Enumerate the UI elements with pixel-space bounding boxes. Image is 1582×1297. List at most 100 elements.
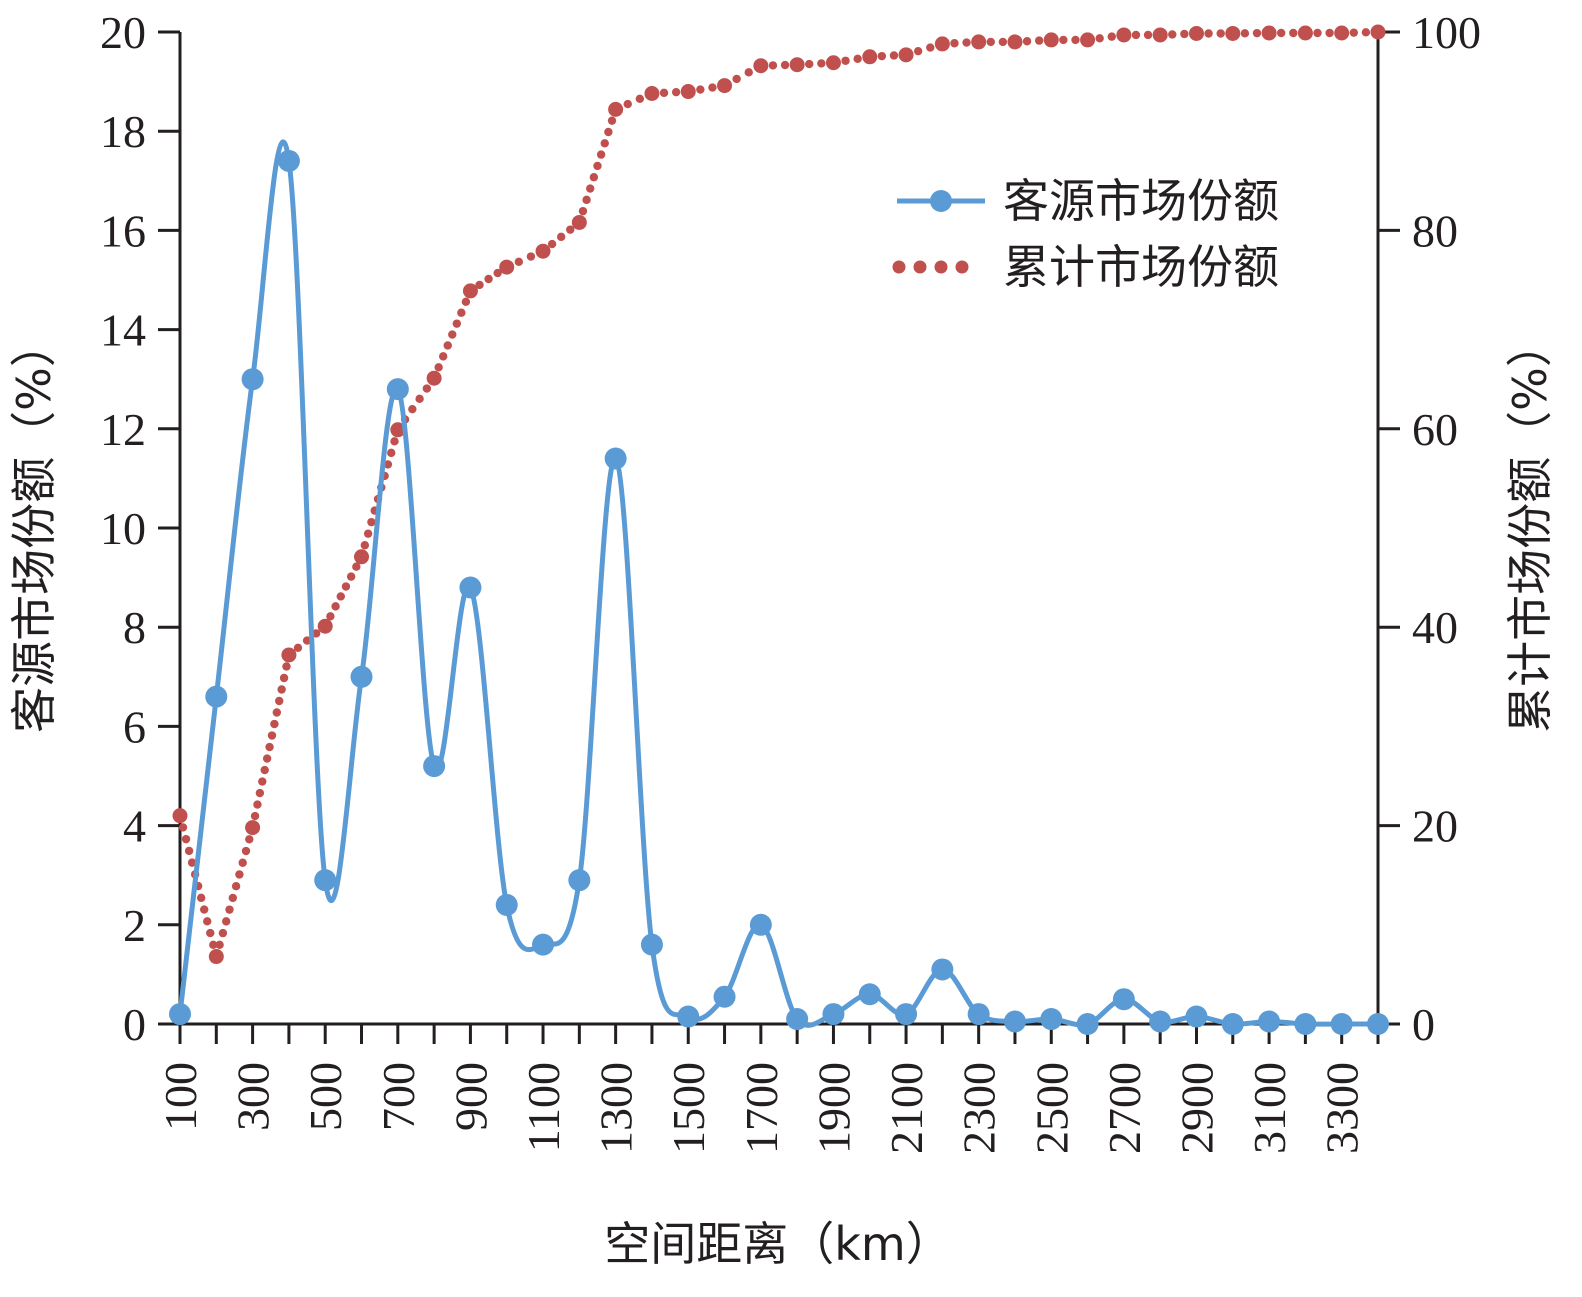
cumulative-share-dot (360, 541, 370, 550)
left-y-tick-label: 10 (100, 503, 146, 554)
legend-label-cumulative-share: 累计市场份额 (1003, 240, 1279, 294)
cumulative-share-dot (272, 708, 282, 717)
cumulative-share-dot (586, 184, 595, 193)
cumulative-share-dot (635, 94, 645, 103)
cumulative-share-dot (267, 731, 277, 740)
cumulative-share-dot (1204, 29, 1213, 38)
market-share-point (169, 1003, 191, 1026)
cumulative-share-dot (262, 754, 272, 763)
cumulative-share-dot (1022, 37, 1032, 46)
cumulative-share-dot (593, 161, 602, 171)
right-y-tick-label: 60 (1412, 404, 1458, 455)
cumulative-share-dot (589, 173, 599, 182)
left-y-tick-label: 0 (123, 999, 146, 1050)
market-share-point (786, 1008, 809, 1031)
cumulative-share-dot (1240, 29, 1250, 38)
cumulative-share-dot (566, 225, 575, 234)
cumulative-share-dot (218, 928, 228, 938)
cumulative-share-point (1225, 25, 1241, 41)
cumulative-share-dot (1143, 30, 1153, 40)
cumulative-share-point (1370, 24, 1386, 40)
x-tick-label: 2300 (954, 1062, 1005, 1154)
cumulative-share-dot (275, 696, 284, 706)
cumulative-share-dot (187, 858, 197, 867)
market-share-point (1367, 1013, 1389, 1035)
cumulative-share-point (1188, 25, 1204, 41)
cumulative-share-dot (913, 46, 923, 56)
cumulative-share-dot (484, 274, 493, 284)
cumulative-share-dot (231, 882, 241, 891)
cumulative-share-dot (277, 685, 286, 694)
cumulative-share-dot (265, 742, 274, 752)
cumulative-share-dot (346, 572, 356, 581)
cumulative-share-dot (1289, 28, 1298, 38)
legend-dot (913, 260, 927, 274)
x-tick-label: 100 (155, 1062, 206, 1131)
cumulative-share-point (971, 34, 987, 50)
cumulative-share-dot (258, 777, 267, 786)
left-y-tick-label: 12 (100, 404, 146, 455)
cumulative-share-dot (434, 363, 443, 372)
cumulative-share-dot (203, 917, 212, 926)
cumulative-share-dot (1216, 29, 1225, 38)
cumulative-share-dot (623, 99, 632, 109)
cumulative-share-dot (998, 37, 1008, 47)
market-share-point (677, 1005, 700, 1028)
cumulative-share-dot (475, 280, 484, 290)
cumulative-share-dot (363, 529, 373, 538)
left-y-axis-title: 客源市场份额（%） (7, 321, 61, 733)
x-tick-label: 1900 (808, 1062, 859, 1154)
cumulative-share-point (245, 820, 261, 836)
cumulative-share-dot (461, 297, 471, 307)
cumulative-share-dot (336, 592, 345, 601)
market-share-point (1040, 1008, 1063, 1031)
cumulative-share-point (1080, 32, 1096, 48)
cumulative-share-point (354, 549, 370, 565)
cumulative-share-point (571, 214, 587, 230)
cumulative-share-dot (222, 917, 231, 926)
cumulative-share-point (934, 36, 950, 52)
legend-dot (955, 260, 969, 274)
market-share-point (749, 913, 772, 936)
cumulative-share-point (390, 422, 406, 438)
cumulative-share-dot (270, 719, 279, 729)
cumulative-share-dot (926, 43, 935, 52)
cumulative-share-dot (805, 59, 814, 69)
cumulative-share-point (789, 57, 805, 73)
cumulative-share-dot (302, 636, 312, 645)
market-share-point (241, 368, 264, 391)
cumulative-share-point (1261, 25, 1277, 41)
cumulative-share-point (499, 259, 515, 275)
cumulative-share-point (426, 370, 442, 386)
legend-marker-market-share (930, 190, 952, 212)
market-share-point (1112, 988, 1135, 1011)
cumulative-share-dot (178, 823, 188, 832)
cumulative-share-dot (1349, 28, 1358, 37)
market-share-point (713, 985, 736, 1008)
left-y-tick-label: 16 (100, 205, 146, 256)
cumulative-share-dot (225, 905, 234, 914)
cumulative-share-dot (1095, 34, 1104, 43)
right-y-tick-label: 80 (1412, 205, 1458, 256)
cumulative-share-point (1007, 34, 1023, 50)
cumulative-share-dot (604, 127, 613, 137)
cumulative-share-dot (215, 940, 224, 950)
cumulative-share-dot (1131, 30, 1141, 40)
market-share-point (532, 933, 555, 956)
market-share-point (895, 1003, 918, 1026)
cumulative-share-dot (200, 905, 209, 914)
left-y-ticks: 0 2 4 6 8 10 12 14 16 18 20 (100, 7, 180, 1050)
right-y-ticks: 0 20 40 60 80 100 (1378, 7, 1481, 1050)
cumulative-share-dot (331, 602, 340, 611)
legend-dot (892, 260, 906, 274)
cumulative-share-dot (1180, 29, 1189, 39)
cumulative-share-dot (448, 330, 457, 339)
series-market-share (169, 139, 1389, 1035)
cumulative-share-point (825, 55, 841, 71)
x-tick-label: 700 (373, 1062, 424, 1131)
cumulative-share-point (644, 86, 660, 102)
cumulative-share-dot (415, 394, 424, 404)
cumulative-share-dot (659, 88, 669, 98)
cumulative-share-point (1152, 27, 1168, 43)
cumulative-share-dot (1168, 30, 1177, 39)
